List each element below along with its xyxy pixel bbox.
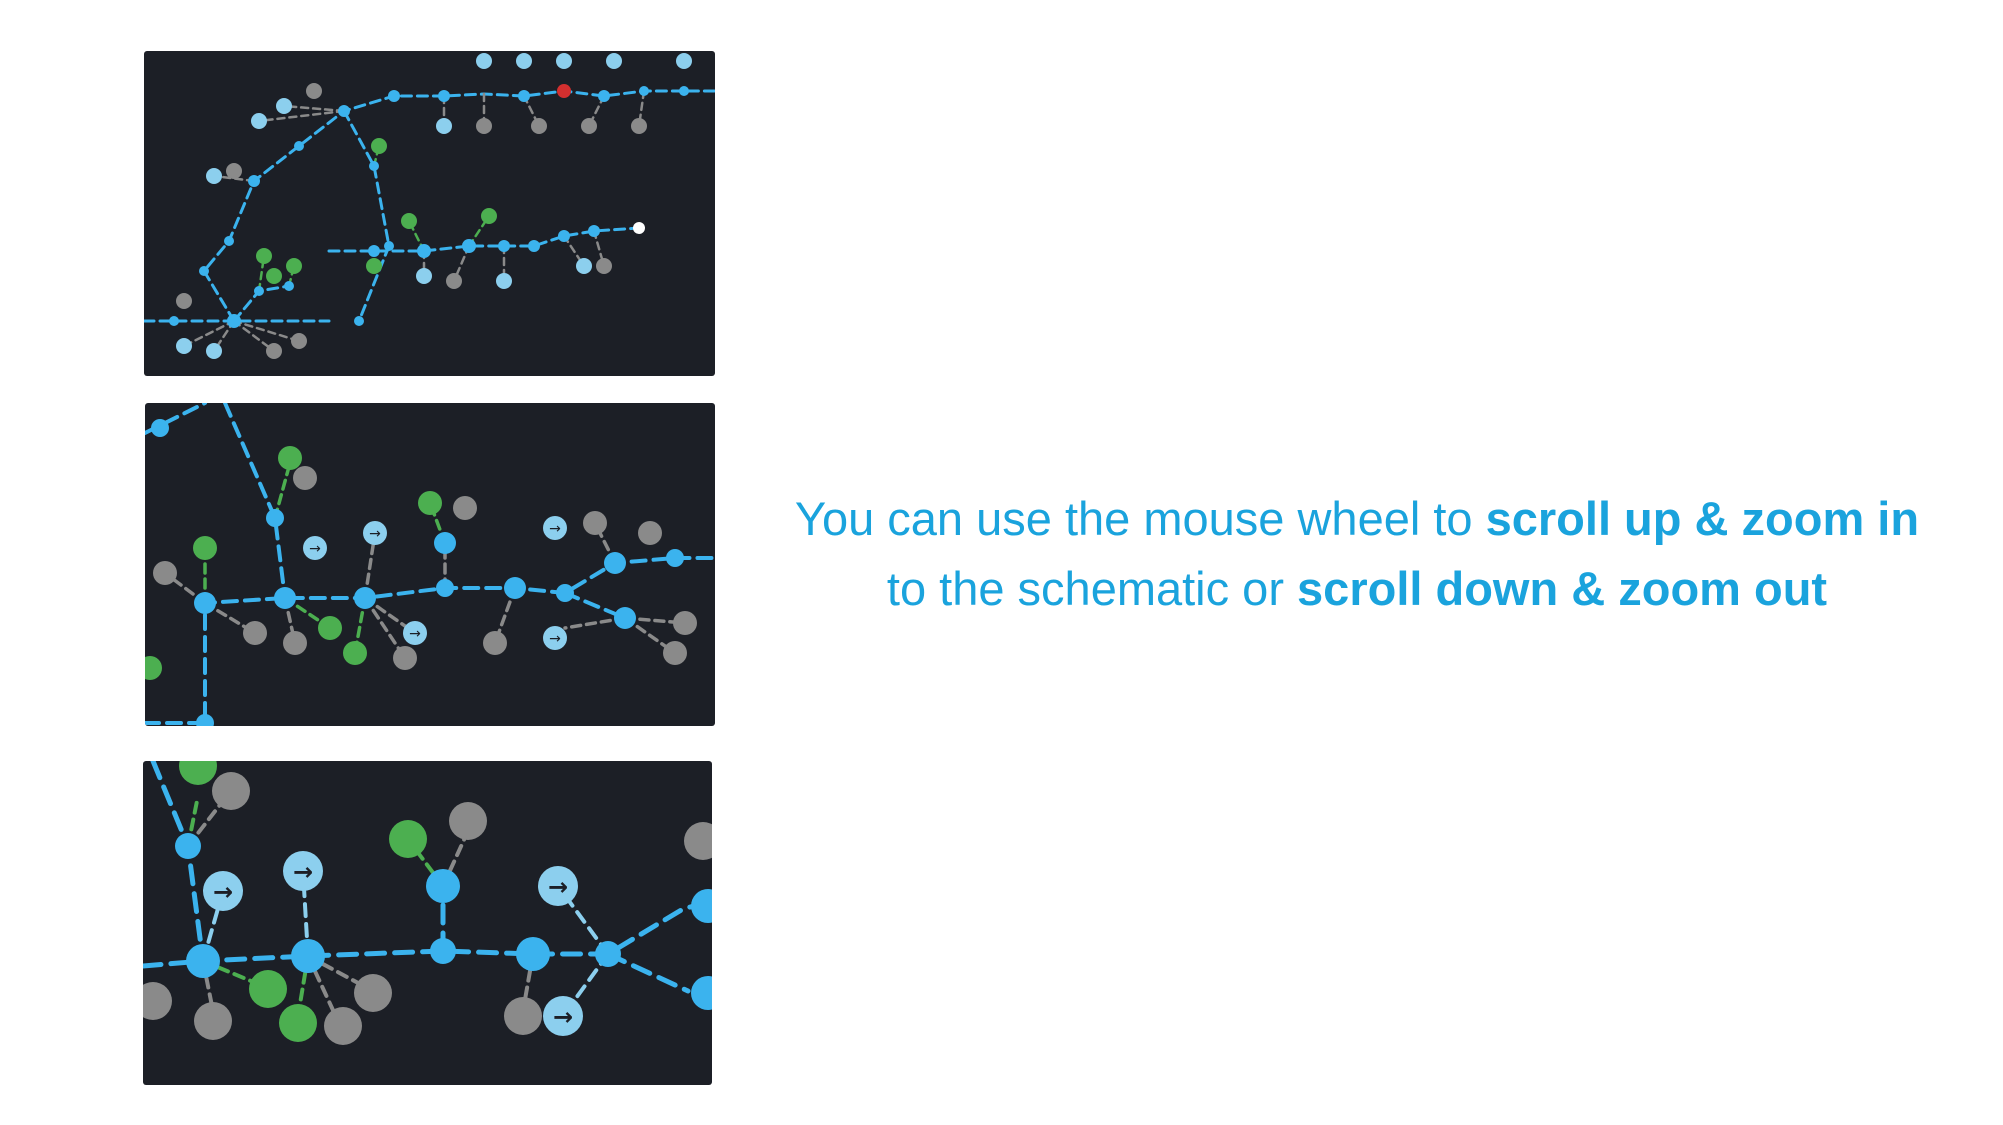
network-nodes: → → → →	[143, 761, 712, 1045]
svg-text:→: →	[548, 873, 568, 901]
svg-text:→: →	[553, 1003, 573, 1031]
instruction-caption: You can use the mouse wheel to scroll up…	[722, 484, 1992, 624]
svg-text:→: →	[213, 878, 233, 906]
svg-text:→: →	[309, 541, 321, 557]
caption-line-2-text: to the schematic or	[886, 562, 1298, 615]
caption-line-2-bold: scroll down & zoom out	[1297, 562, 1828, 615]
network-schematic[interactable]: → → → →	[143, 761, 712, 1085]
caption-line-1-bold: scroll up & zoom in	[1485, 492, 1920, 545]
caption-line-1: You can use the mouse wheel to scroll up…	[722, 484, 1992, 554]
svg-text:→: →	[549, 521, 561, 537]
caption-line-1-text: You can use the mouse wheel to	[794, 492, 1486, 545]
svg-text:→: →	[293, 858, 313, 886]
schematic-view-zoomed-out[interactable]	[144, 51, 715, 376]
schematic-view-zoomed-in[interactable]: → → → →	[143, 761, 712, 1085]
caption-line-2: to the schematic or scroll down & zoom o…	[722, 554, 1992, 624]
network-schematic[interactable]	[144, 51, 715, 376]
network-nodes: → → → → →	[145, 419, 697, 726]
svg-text:→: →	[409, 626, 421, 642]
schematic-view-medium[interactable]: → → → → →	[145, 403, 715, 726]
svg-text:→: →	[369, 526, 381, 542]
network-schematic[interactable]: → → → → →	[145, 403, 715, 726]
svg-text:→: →	[549, 631, 561, 647]
network-nodes	[169, 53, 692, 359]
